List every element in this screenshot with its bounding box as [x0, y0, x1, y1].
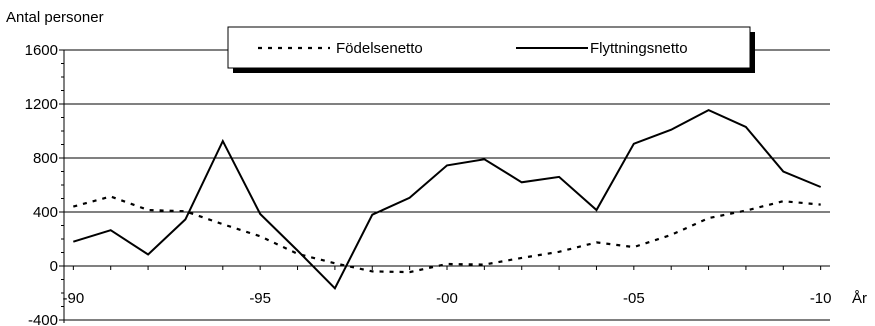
y-tick-label: 1200 [25, 96, 58, 113]
y-tick-label: 0 [50, 258, 58, 275]
series-line-1 [73, 108, 822, 290]
gridlines [64, 49, 830, 321]
legend-label-fodelsenetto: Födelsenetto [336, 40, 423, 57]
y-tick-label: 1600 [25, 42, 58, 59]
legend-label-flyttningsnetto: Flyttningsnetto [590, 40, 688, 57]
legend: Födelsenetto Flyttningsnetto [227, 26, 755, 73]
x-tick-label: -00 [436, 290, 458, 307]
x-tick-label: -90 [62, 290, 84, 307]
x-tick-label: -95 [249, 290, 271, 307]
series-lines [73, 108, 822, 290]
x-axis-ticks: -90 -95 -00 -05 -10 [62, 266, 832, 307]
series-line-0 [73, 195, 821, 274]
y-tick-label: 400 [33, 204, 58, 221]
x-axis-title: År [852, 290, 867, 307]
x-tick-label: -10 [810, 290, 832, 307]
x-tick-label: -05 [623, 290, 645, 307]
y-tick-label: 800 [33, 150, 58, 167]
y-axis-ticks: -400 0 400 800 1200 1600 [25, 42, 64, 326]
legend-box [227, 26, 751, 69]
y-axis-title: Antal personer [6, 9, 104, 26]
y-tick-label: -400 [28, 312, 58, 326]
